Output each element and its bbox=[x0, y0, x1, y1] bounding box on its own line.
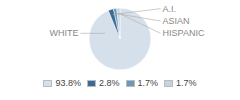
svg-text:HISPANIC: HISPANIC bbox=[163, 28, 205, 38]
svg-text:WHITE: WHITE bbox=[49, 28, 78, 38]
html-text:1.7%: 1.7% bbox=[176, 78, 197, 88]
svg-text:A.I.: A.I. bbox=[163, 4, 177, 14]
html-text:2.8%: 2.8% bbox=[99, 78, 120, 88]
svg-text:ASIAN: ASIAN bbox=[163, 16, 190, 26]
html-text:1.7%: 1.7% bbox=[137, 78, 158, 88]
html-text:93.8%: 93.8% bbox=[55, 78, 81, 88]
